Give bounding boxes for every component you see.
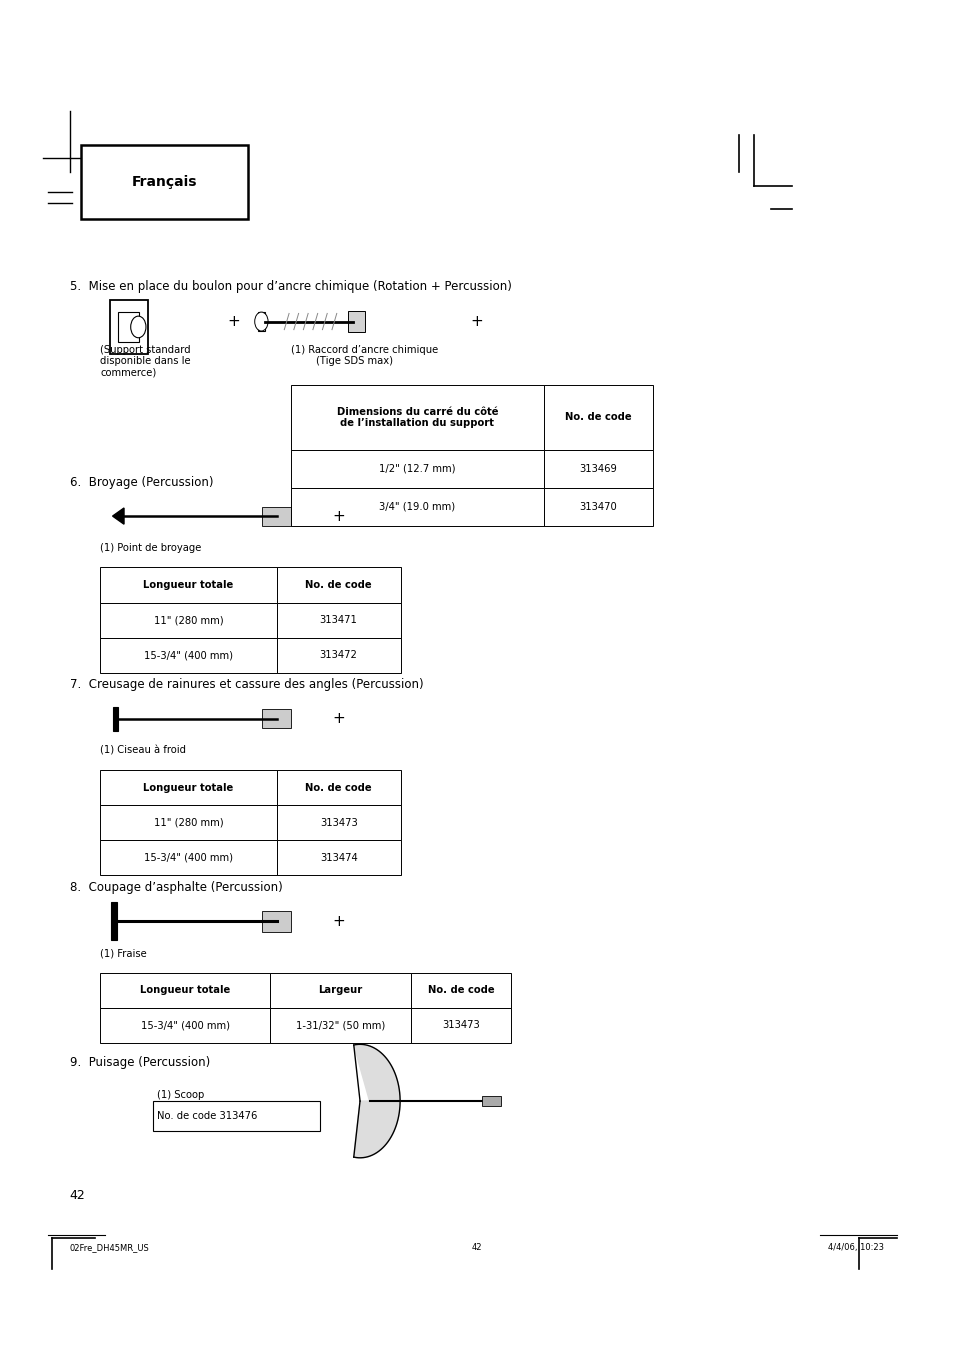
Text: +: + [227,313,240,330]
Bar [257,312,265,331]
Text: No. de code 313476: No. de code 313476 [157,1111,257,1120]
Text: 9.  Puisage (Percussion): 9. Puisage (Percussion) [70,1056,210,1070]
Bar [112,707,118,731]
Text: No. de code: No. de code [305,580,372,590]
Bar [276,805,400,840]
Text: 11" (280 mm): 11" (280 mm) [153,615,223,626]
Bar [276,840,400,875]
Bar [81,145,248,219]
Bar [291,385,543,450]
Bar [110,300,148,354]
Text: Dimensions du carré du côté
de l’installation du support: Dimensions du carré du côté de l’install… [336,407,497,428]
Text: (1) Ciseau à froid: (1) Ciseau à froid [100,746,186,755]
Text: 313469: 313469 [579,463,617,474]
Text: 313471: 313471 [319,615,357,626]
Bar [411,973,511,1008]
Text: (1) Fraise: (1) Fraise [100,948,147,958]
Bar [348,311,365,332]
Text: (1) Scoop: (1) Scoop [157,1090,205,1100]
Text: 313472: 313472 [319,650,357,661]
Text: 15-3/4" (400 mm): 15-3/4" (400 mm) [144,650,233,661]
Text: 5.  Mise en place du boulon pour d’ancre chimique (Rotation + Percussion): 5. Mise en place du boulon pour d’ancre … [70,280,511,293]
Text: 313474: 313474 [319,852,357,863]
Bar [276,770,400,805]
Bar [262,709,291,728]
Text: 4/4/06, 10:23: 4/4/06, 10:23 [827,1243,883,1252]
Bar [100,840,276,875]
Text: 1-31/32" (50 mm): 1-31/32" (50 mm) [295,1020,385,1031]
Text: (1) Raccord d’ancre chimique
        (Tige SDS max): (1) Raccord d’ancre chimique (Tige SDS m… [291,345,437,366]
Text: 42: 42 [70,1189,86,1202]
Text: (Support standard
disponible dans le
commerce): (Support standard disponible dans le com… [100,345,191,378]
Bar [100,770,276,805]
Text: 8.  Coupage d’asphalte (Percussion): 8. Coupage d’asphalte (Percussion) [70,881,282,894]
Text: +: + [332,711,345,727]
Bar [270,973,411,1008]
Bar [291,450,543,488]
Text: 1/2" (12.7 mm): 1/2" (12.7 mm) [378,463,456,474]
Text: 02Fre_DH45MR_US: 02Fre_DH45MR_US [70,1243,150,1252]
Bar [118,312,139,342]
Bar [276,567,400,603]
Text: +: + [332,508,345,524]
Bar [270,1008,411,1043]
Bar [100,638,276,673]
Bar [543,488,653,526]
Text: 6.  Broyage (Percussion): 6. Broyage (Percussion) [70,476,213,489]
Bar [262,911,291,932]
Bar [100,805,276,840]
Text: No. de code: No. de code [565,412,631,423]
Text: Longueur totale: Longueur totale [143,580,233,590]
Text: +: + [332,913,345,929]
Text: 42: 42 [471,1243,482,1252]
Bar [100,603,276,638]
Text: 7.  Creusage de rainures et cassure des angles (Percussion): 7. Creusage de rainures et cassure des a… [70,678,423,692]
Text: (1) Point de broyage: (1) Point de broyage [100,543,201,553]
Bar [411,1008,511,1043]
Text: 15-3/4" (400 mm): 15-3/4" (400 mm) [144,852,233,863]
Bar [276,638,400,673]
Bar [276,603,400,638]
Bar [543,450,653,488]
Text: 3/4" (19.0 mm): 3/4" (19.0 mm) [379,501,455,512]
Polygon shape [354,1044,399,1158]
Circle shape [254,312,268,331]
Circle shape [131,316,146,338]
Text: 313473: 313473 [319,817,357,828]
Text: 313473: 313473 [442,1020,479,1031]
Text: 11" (280 mm): 11" (280 mm) [153,817,223,828]
Text: +: + [470,313,483,330]
Text: 313470: 313470 [579,501,617,512]
Bar [100,1008,270,1043]
Text: Français: Français [132,174,197,189]
Bar [543,385,653,450]
Text: Longueur totale: Longueur totale [143,782,233,793]
Bar [100,567,276,603]
Text: 15-3/4" (400 mm): 15-3/4" (400 mm) [140,1020,230,1031]
Polygon shape [112,508,124,524]
Bar [152,1101,319,1131]
Bar [100,973,270,1008]
Text: Largeur: Largeur [318,985,362,996]
Bar [291,488,543,526]
Text: No. de code: No. de code [428,985,494,996]
Bar [262,507,291,526]
Text: No. de code: No. de code [305,782,372,793]
Bar [481,1096,500,1106]
Bar [111,902,117,940]
Text: Longueur totale: Longueur totale [140,985,230,996]
